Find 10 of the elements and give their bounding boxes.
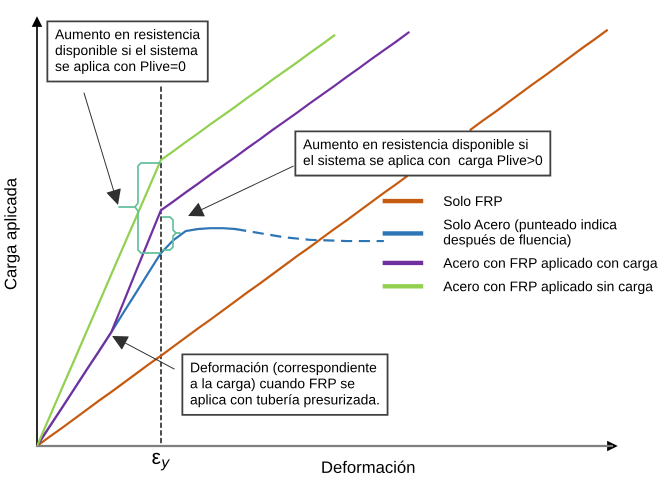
legend-label: Solo Acero (punteado indica después de fluencia) (444, 219, 617, 248)
x-axis-title: Deformación (322, 460, 414, 474)
legend-label: Solo FRP (444, 196, 502, 206)
legend-label: Acero con FRP aplicado con carga (443, 258, 658, 271)
annotation: Deformación (correspondiente a la carga) cuando FRP se aplica con tubería presurizada. (190, 362, 379, 408)
y-axis-title: Carga aplicada (4, 178, 20, 290)
annotation: Aumento en resistencia disponible si el sistema se aplica con Plive=0 (55, 29, 200, 74)
legend-label: Acero con FRP aplicado sin carga (443, 281, 653, 294)
annotation: Aumento en resistencia disponible si el sistema se aplica con carga Plive>0 (303, 139, 542, 168)
text: ε$_{y}$ (152, 452, 170, 470)
